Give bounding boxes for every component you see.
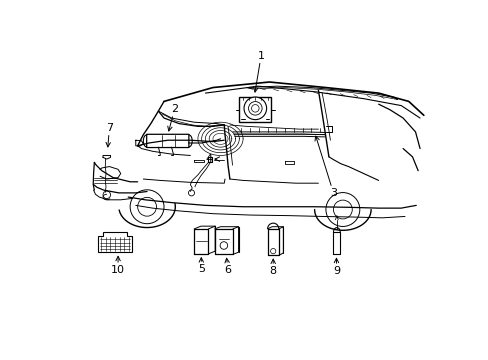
Text: 7: 7 [105,123,113,133]
Text: 2: 2 [171,104,178,114]
Text: 4: 4 [205,154,212,164]
Text: 1: 1 [257,51,264,61]
FancyBboxPatch shape [239,97,271,122]
Text: 9: 9 [332,266,339,276]
Text: 3: 3 [329,188,336,198]
Circle shape [244,97,266,120]
Text: 5: 5 [197,264,204,274]
FancyBboxPatch shape [146,134,188,148]
Text: 6: 6 [224,265,231,275]
Text: 10: 10 [111,265,125,275]
Text: 8: 8 [269,266,276,276]
Polygon shape [98,232,132,252]
